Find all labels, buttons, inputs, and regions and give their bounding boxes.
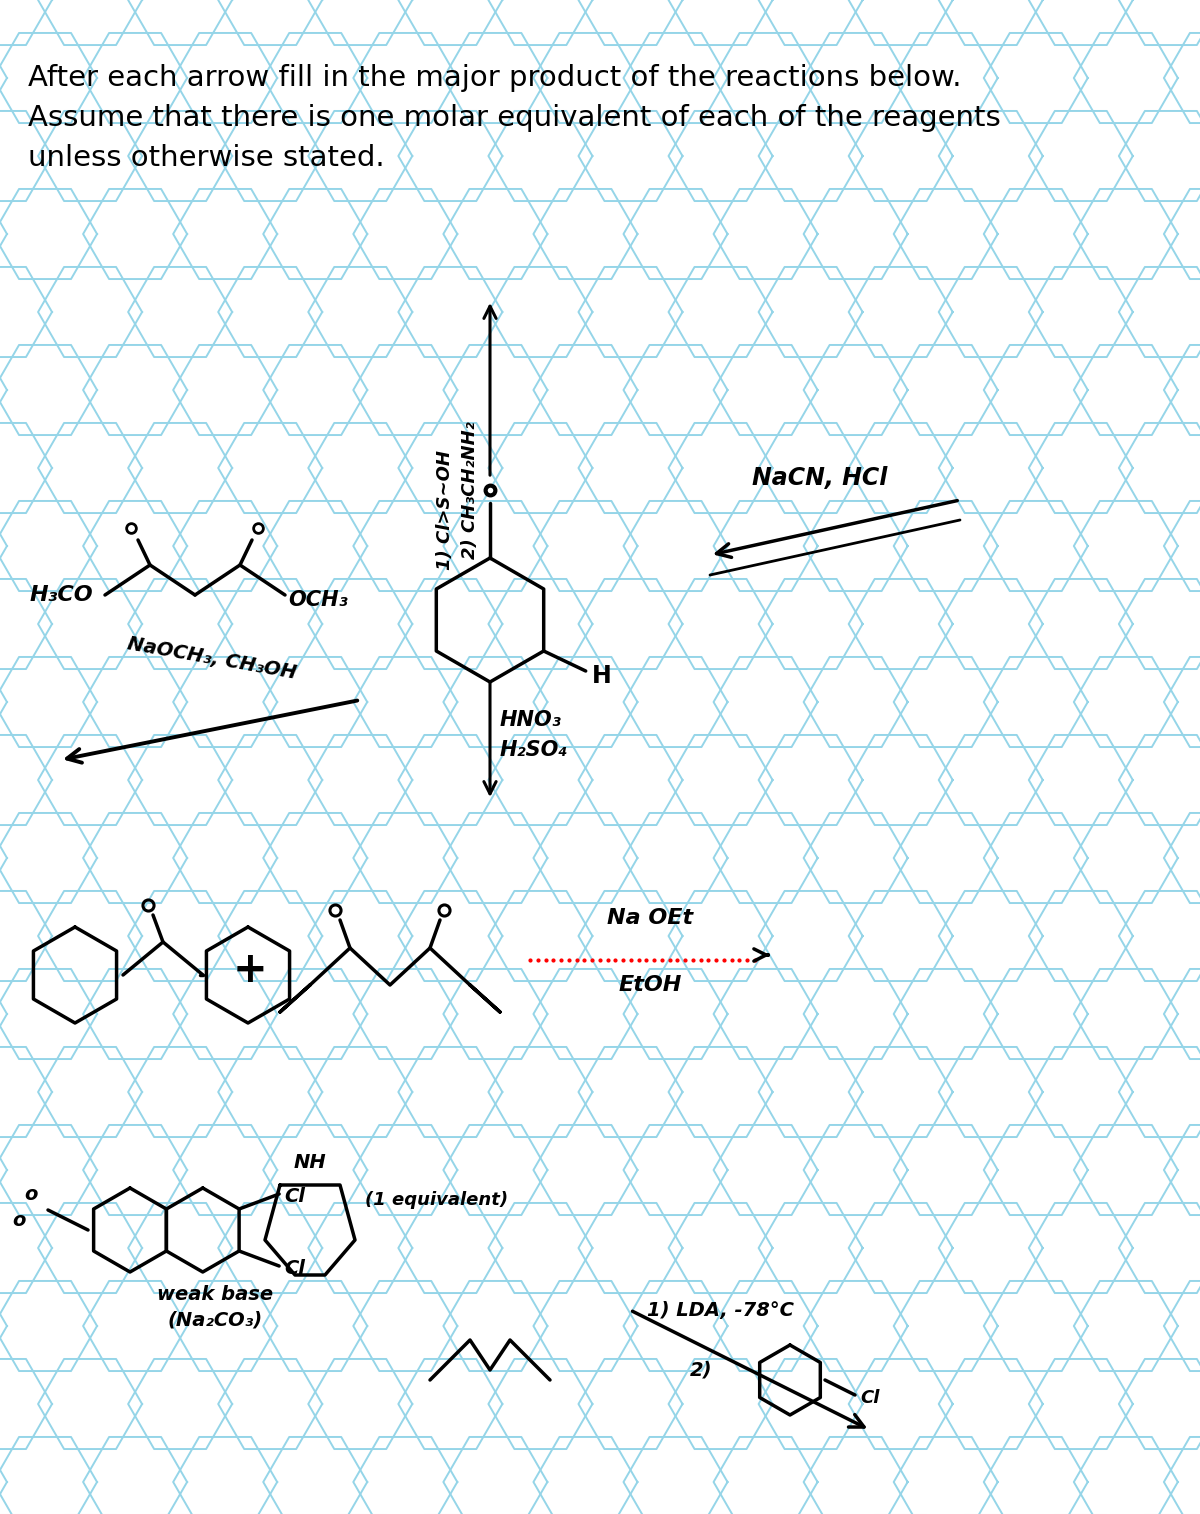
Text: (1 equivalent): (1 equivalent) bbox=[365, 1192, 508, 1210]
Text: OCH₃: OCH₃ bbox=[288, 590, 348, 610]
Text: NaCN, HCl: NaCN, HCl bbox=[752, 466, 888, 491]
Text: H₂SO₄: H₂SO₄ bbox=[500, 740, 569, 760]
Text: o: o bbox=[25, 1185, 38, 1205]
Text: H: H bbox=[592, 665, 612, 687]
Text: unless otherwise stated.: unless otherwise stated. bbox=[28, 144, 385, 173]
Text: H₃CO: H₃CO bbox=[30, 584, 94, 606]
Text: Cl: Cl bbox=[860, 1388, 880, 1407]
Text: +: + bbox=[233, 949, 268, 992]
Text: 2) CH₃CH₂NH₂: 2) CH₃CH₂NH₂ bbox=[461, 421, 479, 559]
Text: HNO₃: HNO₃ bbox=[500, 710, 562, 730]
Text: NaOCH₃, CH₃OH: NaOCH₃, CH₃OH bbox=[126, 634, 298, 683]
Text: 2): 2) bbox=[690, 1360, 713, 1379]
Text: Assume that there is one molar equivalent of each of the reagents: Assume that there is one molar equivalen… bbox=[28, 104, 1001, 132]
Text: 1) Cl>S~OH: 1) Cl>S~OH bbox=[436, 450, 454, 569]
Text: o: o bbox=[13, 1211, 26, 1229]
Text: EtOH: EtOH bbox=[618, 975, 682, 995]
Text: Cl: Cl bbox=[284, 1187, 305, 1207]
Text: weak base: weak base bbox=[157, 1285, 274, 1304]
Text: Cl: Cl bbox=[284, 1260, 305, 1278]
Text: After each arrow fill in the major product of the reactions below.: After each arrow fill in the major produ… bbox=[28, 64, 961, 92]
Text: 1) LDA, -78°C: 1) LDA, -78°C bbox=[647, 1301, 793, 1320]
Text: (Na₂CO₃): (Na₂CO₃) bbox=[168, 1310, 263, 1329]
Text: Na OEt: Na OEt bbox=[607, 908, 694, 928]
Text: NH: NH bbox=[294, 1154, 326, 1172]
